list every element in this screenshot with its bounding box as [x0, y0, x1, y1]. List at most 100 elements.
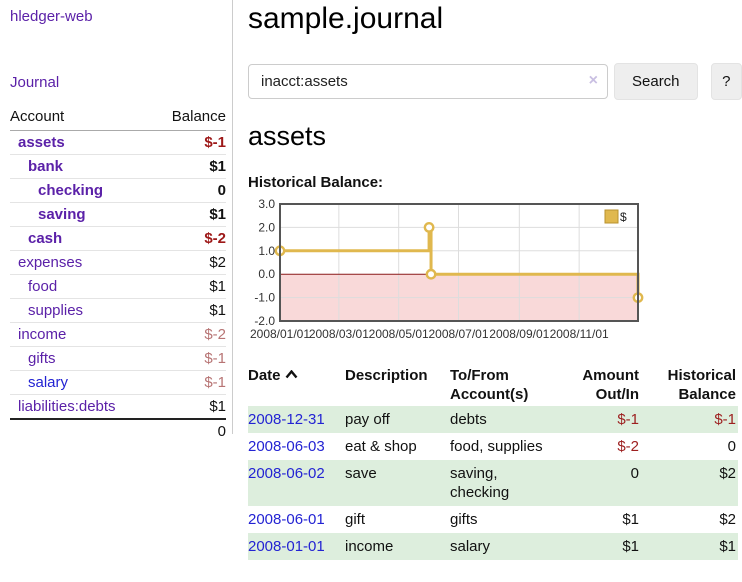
account-row: income $-2	[10, 322, 226, 347]
svg-text:2008/05/01: 2008/05/01	[369, 327, 429, 341]
account-row: food $1	[10, 274, 226, 299]
svg-text:$: $	[620, 210, 627, 224]
account-link-saving[interactable]: saving	[38, 206, 86, 223]
transaction-balance: $1	[719, 538, 736, 555]
transaction-description: pay off	[345, 411, 390, 428]
transaction-date-link[interactable]: 2008-06-02	[248, 465, 325, 482]
account-link-liabilities-debts[interactable]: liabilities:debts	[18, 398, 116, 415]
accounts-col-balance: Balance	[152, 104, 226, 131]
transaction-description: save	[345, 465, 377, 482]
account-balance: $2	[152, 250, 226, 275]
search-bar: × Search ?	[248, 63, 742, 100]
account-balance: $1	[152, 394, 226, 420]
account-row: liabilities:debts $1	[10, 394, 226, 420]
account-row: cash $-2	[10, 226, 226, 251]
account-row: assets $-1	[10, 130, 226, 155]
account-link-bank[interactable]: bank	[28, 158, 64, 175]
sort-ascending-icon	[285, 370, 297, 379]
transaction-description: eat & shop	[345, 438, 417, 455]
transaction-amount: $-2	[617, 438, 639, 455]
account-link-checking[interactable]: checking	[38, 182, 104, 199]
transaction-accounts: gifts	[450, 511, 478, 528]
transaction-amount: 0	[630, 465, 639, 482]
account-row: saving $1	[10, 202, 226, 227]
transaction-date-link[interactable]: 2008-06-03	[248, 438, 325, 455]
transaction-accounts: salary	[450, 538, 491, 555]
transaction-accounts: debts	[450, 411, 487, 428]
col-amount: Amount Out/In	[582, 367, 639, 403]
account-row: salary $-1	[10, 370, 226, 395]
help-button[interactable]: ?	[710, 63, 742, 100]
transaction-balance: $-1	[714, 411, 736, 428]
account-row: expenses $2	[10, 250, 226, 275]
col-date[interactable]: Date	[248, 364, 345, 406]
sidebar-divider	[232, 0, 233, 434]
col-balance: Historical Balance	[667, 367, 736, 403]
account-link-salary[interactable]: salary	[28, 374, 69, 391]
account-balance: $-2	[152, 322, 226, 347]
svg-text:3.0: 3.0	[258, 198, 275, 211]
transaction-date-link[interactable]: 2008-01-01	[248, 538, 325, 555]
account-balance: $1	[152, 298, 226, 323]
accounts-col-account: Account	[10, 104, 153, 131]
transaction-accounts: food, supplies	[450, 438, 543, 455]
account-link-income[interactable]: income	[18, 326, 67, 343]
clear-search-icon[interactable]: ×	[588, 72, 598, 89]
svg-text:-1.0: -1.0	[254, 291, 275, 305]
transaction-date-link[interactable]: 2008-12-31	[248, 411, 325, 428]
sidebar-item-journal[interactable]: Journal	[10, 74, 60, 91]
col-description: Description	[345, 367, 428, 384]
account-link-cash[interactable]: cash	[28, 230, 63, 247]
account-row: gifts $-1	[10, 346, 226, 371]
svg-text:-2.0: -2.0	[254, 314, 275, 328]
transaction-balance: $2	[719, 465, 736, 482]
svg-text:2008/07/01: 2008/07/01	[428, 327, 488, 341]
account-row: checking 0	[10, 178, 226, 203]
account-row: supplies $1	[10, 298, 226, 323]
transaction-row: 2008-06-02 save saving, checking 0 $2	[248, 460, 738, 506]
transaction-amount: $-1	[617, 411, 639, 428]
chart-canvas: $3.0 2.0 1.0 0.0 -1.0 -2.02008/01/012008/03/0…	[250, 197, 644, 341]
transaction-balance: 0	[727, 438, 736, 455]
accounts-table: Account Balance assets $-1 bank $1 check…	[10, 104, 226, 443]
chart-section-label: Historical Balance:	[248, 174, 384, 191]
account-balance: 0	[152, 178, 226, 203]
account-row: bank $1	[10, 154, 226, 179]
transaction-amount: $1	[622, 538, 639, 555]
transaction-date-link[interactable]: 2008-06-01	[248, 511, 325, 528]
transaction-row: 2008-06-03 eat & shop food, supplies $-2…	[248, 433, 738, 460]
transaction-description: income	[345, 538, 394, 555]
transaction-row: 2008-06-01 gift gifts $1 $2	[248, 506, 738, 533]
accounts-total: 0	[152, 418, 226, 443]
search-input[interactable]	[248, 64, 608, 99]
svg-text:2.0: 2.0	[258, 220, 275, 234]
svg-text:2008/03/01: 2008/03/01	[309, 327, 369, 341]
sidebar: hledger-web Journal Account Balance asse…	[0, 0, 232, 443]
transaction-row: 2008-12-31 pay off debts $-1 $-1	[248, 406, 738, 433]
account-link-expenses[interactable]: expenses	[18, 254, 83, 271]
page-title: sample.journal	[248, 2, 444, 35]
transaction-amount: $1	[622, 511, 639, 528]
transaction-accounts: saving, checking	[450, 465, 510, 501]
search-button[interactable]: Search	[614, 63, 698, 100]
svg-text:2008/01/01: 2008/01/01	[250, 327, 310, 341]
svg-text:2008/09/01: 2008/09/01	[489, 327, 549, 341]
account-balance: $1	[152, 202, 226, 227]
transaction-balance: $2	[719, 511, 736, 528]
col-accounts: To/From Account(s)	[450, 367, 529, 403]
transaction-row: 2008-01-01 income salary $1 $1	[248, 533, 738, 560]
account-balance: $1	[152, 154, 226, 179]
account-balance: $-1	[152, 130, 226, 155]
account-balance: $-2	[152, 226, 226, 251]
transaction-description: gift	[345, 511, 366, 528]
account-link-assets[interactable]: assets	[18, 134, 65, 151]
account-link-gifts[interactable]: gifts	[28, 350, 56, 367]
account-balance: $-1	[152, 370, 226, 395]
account-link-supplies[interactable]: supplies	[28, 302, 84, 319]
account-link-food[interactable]: food	[28, 278, 58, 295]
app-title-link[interactable]: hledger-web	[10, 8, 93, 25]
svg-text:1.0: 1.0	[258, 244, 275, 258]
account-balance: $1	[152, 274, 226, 299]
transactions-table: Date Description To/From Account(s) Amou…	[248, 364, 738, 560]
accounts-total-row: 0	[10, 418, 226, 443]
